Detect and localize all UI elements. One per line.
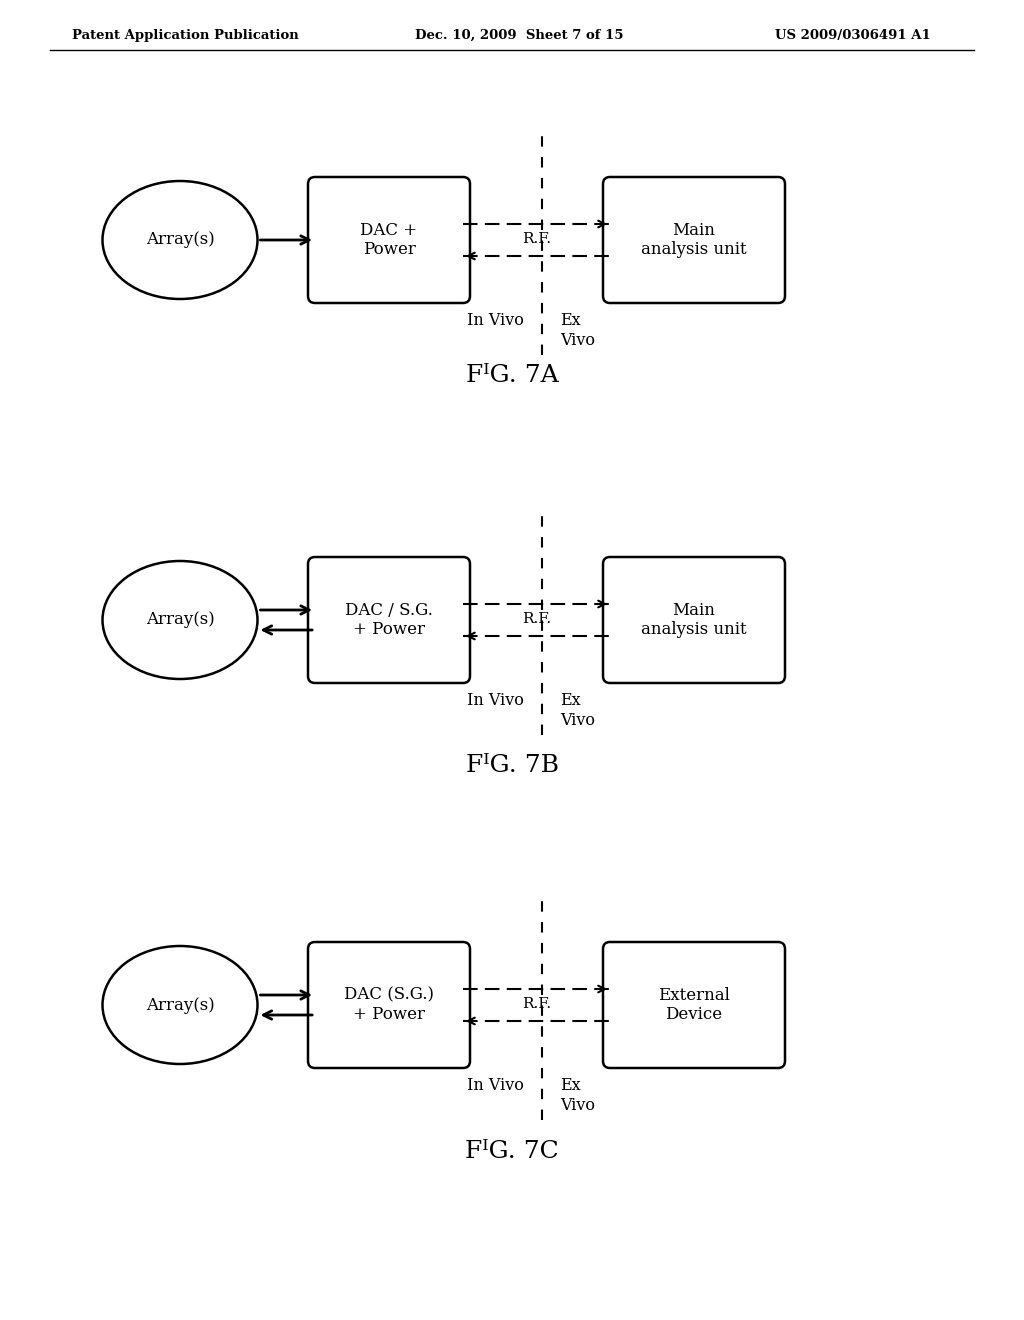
Text: FᴵG. 7C: FᴵG. 7C: [465, 1140, 559, 1163]
Text: In Vivo: In Vivo: [467, 692, 524, 709]
Text: In Vivo: In Vivo: [467, 312, 524, 329]
Text: FᴵG. 7A: FᴵG. 7A: [466, 363, 558, 387]
FancyBboxPatch shape: [603, 177, 785, 304]
Text: External
Device: External Device: [658, 987, 730, 1023]
Text: Main
analysis unit: Main analysis unit: [641, 222, 746, 259]
Text: Array(s): Array(s): [145, 611, 214, 628]
FancyBboxPatch shape: [603, 942, 785, 1068]
FancyBboxPatch shape: [308, 942, 470, 1068]
Text: R.F.: R.F.: [522, 612, 551, 626]
Text: Array(s): Array(s): [145, 231, 214, 248]
Text: DAC (S.G.)
+ Power: DAC (S.G.) + Power: [344, 987, 434, 1023]
Text: In Vivo: In Vivo: [467, 1077, 524, 1094]
Text: Ex
Vivo: Ex Vivo: [560, 1077, 595, 1114]
Text: R.F.: R.F.: [522, 232, 551, 246]
Text: Main
analysis unit: Main analysis unit: [641, 602, 746, 639]
Text: Ex
Vivo: Ex Vivo: [560, 312, 595, 348]
Text: Array(s): Array(s): [145, 997, 214, 1014]
FancyBboxPatch shape: [308, 557, 470, 682]
FancyBboxPatch shape: [308, 177, 470, 304]
Text: FᴵG. 7B: FᴵG. 7B: [466, 754, 558, 776]
Text: DAC / S.G.
+ Power: DAC / S.G. + Power: [345, 602, 433, 639]
Text: Dec. 10, 2009  Sheet 7 of 15: Dec. 10, 2009 Sheet 7 of 15: [415, 29, 624, 41]
Text: Patent Application Publication: Patent Application Publication: [72, 29, 299, 41]
FancyBboxPatch shape: [603, 557, 785, 682]
Text: US 2009/0306491 A1: US 2009/0306491 A1: [775, 29, 931, 41]
Text: Ex
Vivo: Ex Vivo: [560, 692, 595, 729]
Text: R.F.: R.F.: [522, 997, 551, 1011]
Text: DAC +
Power: DAC + Power: [360, 222, 418, 259]
